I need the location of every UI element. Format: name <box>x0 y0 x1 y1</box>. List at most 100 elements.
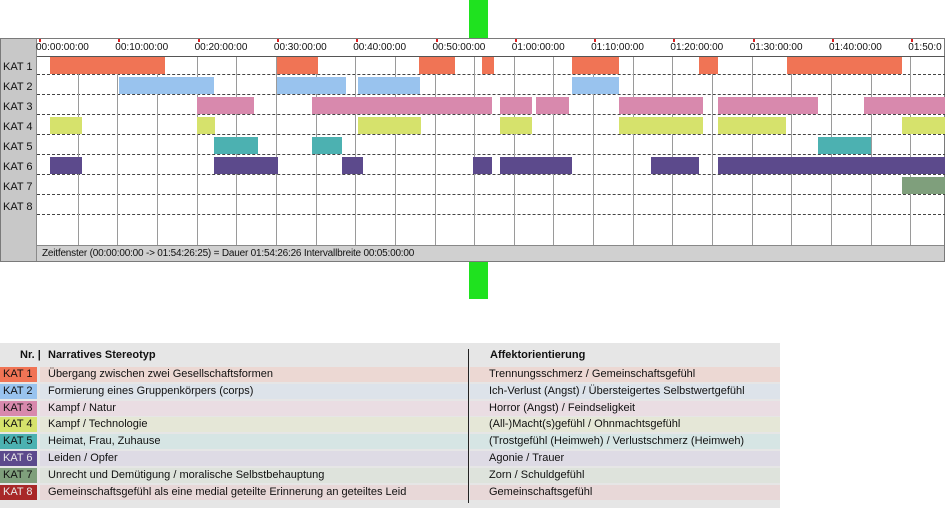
interval-gridline <box>275 57 277 245</box>
interval-gridline <box>355 57 357 245</box>
segment-kat-6[interactable] <box>718 157 945 174</box>
legend-row: KAT 6 Leiden / Opfer Agonie / Trauer <box>0 451 780 467</box>
segment-kat-1[interactable] <box>418 57 456 74</box>
segment-kat-6[interactable] <box>499 157 572 174</box>
tick-marker <box>435 39 438 42</box>
segment-kat-5[interactable] <box>214 137 258 154</box>
segment-kat-4[interactable] <box>499 117 533 134</box>
interval-gridline <box>196 57 198 245</box>
row-label-2: KAT 2 <box>3 81 33 93</box>
segment-kat-4[interactable] <box>718 117 786 134</box>
row-label-5: KAT 5 <box>3 141 33 153</box>
interval-gridline <box>910 57 912 245</box>
legend-affekt-cell <box>470 417 780 433</box>
tick-marker <box>39 39 41 42</box>
segment-kat-2[interactable] <box>277 77 346 94</box>
legend-stereotyp-cell <box>40 451 468 466</box>
legend-category-badge: KAT 4 <box>0 417 37 433</box>
segment-kat-6[interactable] <box>341 157 364 174</box>
legend-stereotyp-cell <box>40 467 468 483</box>
row-divider <box>37 94 945 95</box>
legend-affekt-cell <box>470 400 780 416</box>
segment-kat-2[interactable] <box>571 77 620 94</box>
tick-label: 00:40:00:00 <box>353 42 407 53</box>
segment-kat-3[interactable] <box>864 97 945 114</box>
segment-kat-3[interactable] <box>717 97 818 114</box>
legend-header-affekt: Affektorientierung <box>490 349 586 361</box>
segment-kat-1[interactable] <box>482 57 494 74</box>
tick-marker <box>594 39 597 42</box>
segment-kat-5[interactable] <box>312 137 342 154</box>
legend-stereotyp-cell <box>40 367 468 382</box>
segment-kat-2[interactable] <box>357 77 421 94</box>
legend-affekt: Trennungsschmerz / Gemeinschaftsgefühl <box>489 368 696 380</box>
segment-kat-3[interactable] <box>536 97 570 114</box>
timeline-panel[interactable]: KAT 1 KAT 2 KAT 3 KAT 4 KAT 5 KAT 6 KAT 7 KAT 8… <box>0 38 945 262</box>
segment-kat-4[interactable] <box>357 117 422 134</box>
tick-label: 01:30:00:00 <box>749 42 803 53</box>
tick-label: 01:50:0 <box>908 42 942 53</box>
status-bar: Zeitfenster (00:00:00:00 -> 01:54:26:25)… <box>37 245 944 261</box>
tick-label: 00:00:00:00 <box>36 42 89 53</box>
segment-kat-4[interactable] <box>619 117 703 134</box>
tick-label: 01:20:00:00 <box>670 42 724 53</box>
segment-kat-1[interactable] <box>698 57 719 74</box>
row-label-3: KAT 3 <box>3 101 33 113</box>
segment-kat-6[interactable] <box>214 157 279 174</box>
legend-category-badge: KAT 8 <box>0 484 37 500</box>
segment-kat-3[interactable] <box>196 97 255 114</box>
legend-affekt: Ich-Verlust (Angst) / Übersteigertes Sel… <box>489 384 745 397</box>
segment-kat-1[interactable] <box>571 57 620 74</box>
segment-kat-4[interactable] <box>196 117 215 134</box>
legend-affekt-cell <box>470 484 780 500</box>
segment-kat-3[interactable] <box>619 97 703 114</box>
tick-marker <box>832 39 834 42</box>
interval-gridline <box>593 57 595 245</box>
legend-row: KAT 2 Formierung eines Gruppenkörpers (co… <box>0 383 780 400</box>
tick-label: 00:10:00:00 <box>115 42 169 53</box>
segment-kat-3[interactable] <box>312 97 493 114</box>
tick-marker <box>197 39 200 42</box>
legend-stereotyp: Formierung eines Gruppenkörpers (corps) <box>48 384 254 397</box>
tick-marker <box>911 39 914 42</box>
green-marker-bottom <box>469 262 488 299</box>
segment-kat-1[interactable] <box>787 57 903 74</box>
legend-affekt: Zorn / Schuldgefühl <box>489 468 585 481</box>
row-divider <box>37 74 945 75</box>
segment-kat-6[interactable] <box>650 157 699 174</box>
legend-stereotyp-cell <box>40 383 468 399</box>
legend-category-badge: KAT 3 <box>0 400 37 416</box>
legend-row: KAT 8 Gemeinschaftsgefühl als eine medial… <box>0 484 780 501</box>
tick-label: 00:30:00:00 <box>273 42 327 53</box>
segment-kat-3[interactable] <box>499 97 533 114</box>
segment-kat-6[interactable] <box>472 157 493 174</box>
time-ruler[interactable]: 00:00:00:00 00:10:00:00 00:20:00:00 00:30:0… <box>36 39 945 57</box>
legend-row: KAT 1 Übergang zwischen zwei Gesellschaft… <box>0 367 780 383</box>
row-divider <box>37 214 945 215</box>
interval-gridline <box>474 57 476 245</box>
interval-gridline <box>712 57 714 245</box>
tick-marker <box>356 39 359 42</box>
row-label-7: KAT 7 <box>3 181 33 193</box>
legend-header-stereotyp: Narratives Stereotyp <box>48 349 156 361</box>
tick-label: 00:50:00:00 <box>432 42 486 53</box>
segment-kat-4[interactable] <box>49 117 82 134</box>
row-divider <box>37 194 945 195</box>
legend-category-badge: KAT 2 <box>0 383 37 399</box>
segment-kat-7[interactable] <box>902 177 945 194</box>
interval-gridline <box>513 57 515 245</box>
legend-affekt-cell <box>470 451 780 466</box>
legend-stereotyp-cell <box>40 434 468 450</box>
legend-stereotyp-cell <box>40 417 468 433</box>
segment-kat-6[interactable] <box>49 157 82 174</box>
status-text: Zeitfenster (00:00:00:00 -> 01:54:26:25)… <box>42 248 415 259</box>
segment-kat-2[interactable] <box>118 77 215 94</box>
row-divider <box>37 114 945 115</box>
segment-kat-5[interactable] <box>817 137 872 154</box>
legend-stereotyp-cell <box>40 400 468 416</box>
legend-stereotyp: Gemeinschaftsgefühl als eine medial gete… <box>48 485 407 498</box>
tick-marker <box>276 39 279 42</box>
segment-kat-4[interactable] <box>902 117 945 134</box>
segment-kat-1[interactable] <box>49 57 165 74</box>
segment-kat-1[interactable] <box>277 57 318 74</box>
